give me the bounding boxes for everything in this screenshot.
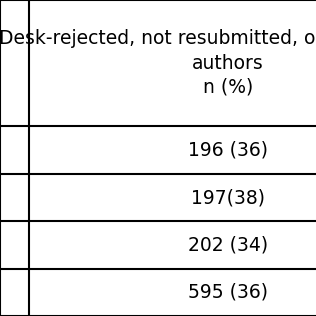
Text: 202 (34): 202 (34) bbox=[188, 235, 268, 254]
Text: 595 (36): 595 (36) bbox=[188, 283, 268, 302]
Text: 196 (36): 196 (36) bbox=[188, 141, 268, 160]
Text: Desk-rejected, not resubmitted, or withdrawn by
authors
n (%): Desk-rejected, not resubmitted, or withd… bbox=[0, 29, 316, 97]
Text: 197(38): 197(38) bbox=[191, 188, 265, 207]
